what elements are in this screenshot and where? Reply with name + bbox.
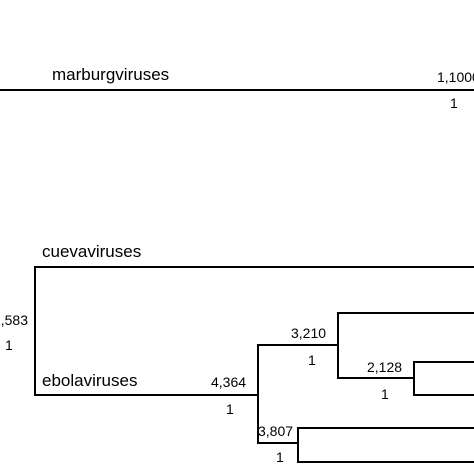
node-label: 1,583 bbox=[0, 312, 28, 328]
branches bbox=[0, 89, 474, 463]
support-value: 1 bbox=[276, 449, 284, 465]
clade-name: marburgviruses bbox=[52, 65, 169, 84]
node-label: 3,807 bbox=[258, 423, 293, 439]
support-value: 1 bbox=[381, 386, 389, 402]
support-value: 1 bbox=[226, 401, 234, 417]
clade-name: cuevaviruses bbox=[42, 242, 141, 261]
node-label: 3,210 bbox=[291, 325, 326, 341]
support-value: 1 bbox=[308, 352, 316, 368]
support-value: 1 bbox=[5, 337, 13, 353]
support-value: 1 bbox=[450, 95, 458, 111]
node-label: 2,128 bbox=[367, 359, 402, 375]
node-label: 1,1000 bbox=[437, 69, 474, 85]
node-label: 4,364 bbox=[211, 374, 246, 390]
clade-name: ebolaviruses bbox=[42, 371, 137, 390]
